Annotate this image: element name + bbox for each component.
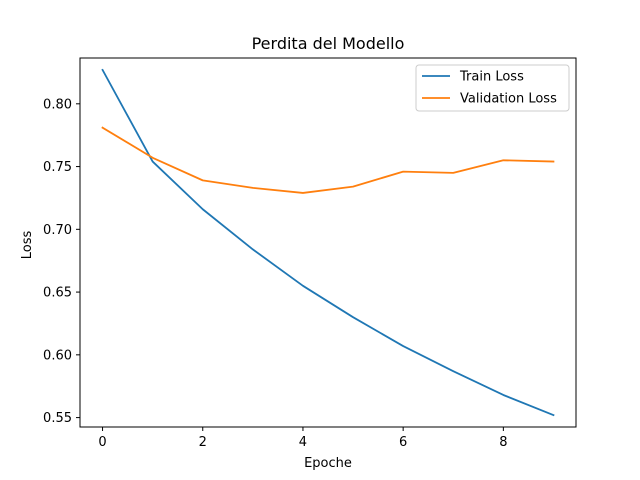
legend-label-1: Validation Loss (460, 92, 557, 107)
x-axis-label: Epoche (304, 456, 352, 471)
y-tick-label: 0.80 (43, 97, 72, 112)
y-axis-label: Loss (20, 231, 35, 260)
axes: 0 2 4 6 8 0.55 0.60 0.65 0.70 0.75 0.80 (43, 57, 577, 450)
chart-title: Perdita del Modello (252, 34, 405, 53)
legend-box (415, 64, 570, 112)
plot-area (101, 68, 555, 417)
legend: Train Loss Validation Loss (415, 64, 570, 112)
series-line-1 (101, 126, 555, 194)
series-line-0 (101, 68, 555, 417)
y-tick-label: 0.65 (43, 286, 72, 301)
x-tick-label: 2 (199, 435, 207, 450)
legend-label-0: Train Loss (459, 70, 524, 85)
y-tick-label: 0.75 (43, 160, 72, 175)
x-tick-label: 0 (98, 435, 106, 450)
axes-frame (79, 57, 577, 428)
x-tick-label: 4 (299, 435, 307, 450)
y-tick-label: 0.70 (43, 223, 72, 238)
y-tick-label: 0.55 (43, 411, 72, 426)
y-tick-label: 0.60 (43, 348, 72, 363)
x-tick-label: 8 (499, 435, 507, 450)
x-tick-label: 6 (399, 435, 407, 450)
